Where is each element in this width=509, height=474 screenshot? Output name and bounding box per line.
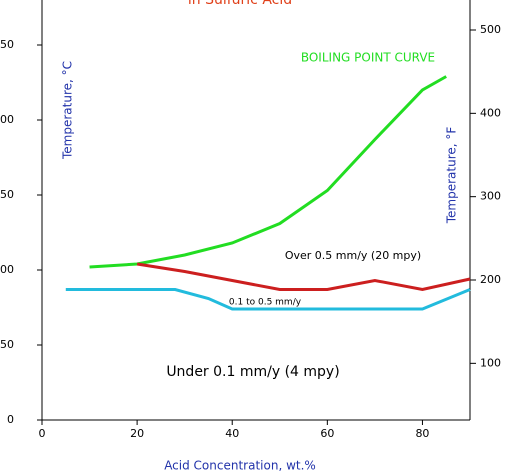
series-label: Over 0.5 mm/y (20 mpy) (285, 249, 421, 262)
annotation: Under 0.1 mm/y (4 mpy) (166, 364, 339, 380)
y-tick-label: 100 (0, 263, 14, 276)
series-label: BOILING POINT CURVE (301, 51, 435, 65)
y2-tick-label: 100 (480, 356, 501, 369)
series-line (136, 262, 471, 292)
x-tick-label: 40 (225, 427, 239, 440)
y2-tick-label: 400 (480, 106, 501, 119)
x-tick-label: 0 (39, 427, 46, 440)
chart-title: in Sulfuric Acid (188, 0, 292, 8)
y-tick-label: 250 (0, 38, 14, 51)
x-tick-label: 20 (130, 427, 144, 440)
y-tick-label: 50 (0, 338, 14, 351)
series-line (89, 75, 447, 269)
series-line (65, 288, 471, 311)
y-axis-title: Temperature, °C (61, 61, 75, 160)
y2-tick-label: 300 (480, 190, 501, 203)
y-tick-label: 150 (0, 188, 14, 201)
y2-tick-label: 200 (480, 273, 501, 286)
y-tick-label: 200 (0, 113, 14, 126)
y2-axis-title: Temperature, °F (445, 127, 459, 225)
y-tick-label: 0 (7, 413, 14, 426)
x-axis-title: Acid Concentration, wt.% (164, 459, 316, 473)
y2-tick-label: 500 (480, 23, 501, 36)
series-label: 0.1 to 0.5 mm/y (229, 298, 302, 308)
x-tick-label: 80 (415, 427, 429, 440)
x-tick-label: 60 (320, 427, 334, 440)
